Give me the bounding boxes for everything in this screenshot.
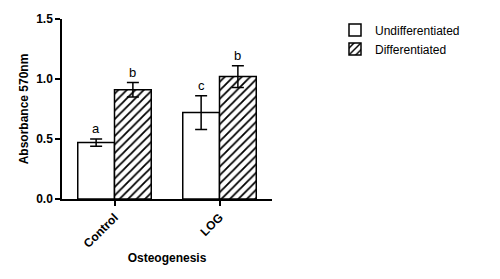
svg-text:Differentiated: Differentiated: [375, 43, 446, 57]
svg-text:a: a: [92, 121, 100, 136]
svg-text:c: c: [198, 78, 205, 93]
svg-text:1.5: 1.5: [36, 12, 53, 26]
svg-text:b: b: [129, 65, 136, 80]
svg-text:Undifferentiated: Undifferentiated: [375, 24, 460, 38]
svg-text:Osteogenesis: Osteogenesis: [128, 251, 207, 265]
svg-text:0.0: 0.0: [36, 192, 53, 206]
svg-text:Absorbance 570nm: Absorbance 570nm: [17, 54, 31, 165]
svg-text:0.5: 0.5: [36, 132, 53, 146]
svg-text:LOG: LOG: [198, 211, 226, 239]
svg-text:1.0: 1.0: [36, 72, 53, 86]
svg-text:Control: Control: [81, 211, 121, 251]
svg-text:b: b: [234, 48, 241, 63]
